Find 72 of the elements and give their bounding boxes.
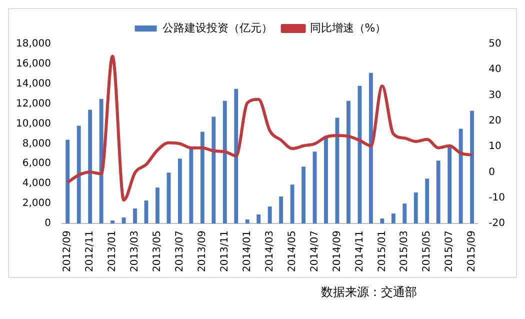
x-tick-label: 2013/07 <box>174 230 186 272</box>
y-tick-label: 2,000 <box>22 198 51 210</box>
line-series <box>66 54 474 202</box>
legend-label: 公路建设投资（亿元） <box>162 21 272 34</box>
y-tick-label: 16,000 <box>16 58 51 70</box>
source-note: 数据来源：交通部 <box>320 284 418 301</box>
bar <box>346 100 350 224</box>
x-tick-label: 2014/09 <box>332 230 343 272</box>
y-tick-label: 14,000 <box>16 78 51 90</box>
bar <box>290 184 294 224</box>
x-tick-label: 2014/01 <box>242 230 253 272</box>
x-tick-label: 2014/07 <box>309 230 320 272</box>
x-tick-label: 2015/05 <box>422 230 433 272</box>
y2-tick-label: -10 <box>488 192 506 204</box>
y2-tick-label: 20 <box>488 116 502 127</box>
bar <box>133 208 137 224</box>
y-tick-label: 18,000 <box>16 38 51 50</box>
bar <box>200 132 204 224</box>
y2-tick-label: 0 <box>488 166 496 178</box>
bar <box>402 204 407 224</box>
x-tick-label: 2015/07 <box>444 230 456 272</box>
bar <box>391 213 396 224</box>
x-tick-label: 2014/03 <box>264 230 276 272</box>
bar <box>302 166 306 224</box>
bar <box>358 86 362 224</box>
x-tick-label: 2013/11 <box>219 230 230 272</box>
bar <box>222 100 227 224</box>
y2-tick-label: 30 <box>488 90 502 101</box>
x-tick-label: 2014/05 <box>286 230 298 272</box>
bar <box>436 160 440 224</box>
y-tick-label: 10,000 <box>16 118 51 130</box>
y2-tick-label: -20 <box>488 218 506 230</box>
bar <box>66 140 70 224</box>
bar <box>256 214 261 224</box>
x-tick-label: 2015/01 <box>376 230 388 272</box>
x-tick-label: 2015/09 <box>466 230 478 272</box>
bar <box>324 136 328 224</box>
x-tick-label: 2013/05 <box>152 230 164 272</box>
bar <box>470 110 474 224</box>
bar <box>458 128 463 224</box>
bar <box>156 188 160 224</box>
y-tick-label: 12,000 <box>16 98 51 110</box>
x-tick-label: 2013/03 <box>130 230 141 272</box>
y-tick-label: 6,000 <box>22 158 51 170</box>
x-tick-label: 2013/01 <box>107 230 118 272</box>
bar <box>279 196 284 224</box>
x-tick-label: 2012/09 <box>62 230 74 272</box>
y-tick-label: 0 <box>44 218 51 230</box>
y2-tick-label: 50 <box>488 38 502 50</box>
bar <box>448 146 452 224</box>
bar <box>268 206 272 224</box>
y2-tick-label: 10 <box>488 141 502 152</box>
x-tick-label: 2014/11 <box>354 230 366 272</box>
y-tick-label: 4,000 <box>22 178 51 190</box>
bar <box>245 219 250 224</box>
bar <box>380 218 384 224</box>
x-tick-label: 2015/03 <box>399 230 410 272</box>
bar <box>99 98 104 224</box>
bar <box>368 72 373 224</box>
bar <box>178 158 182 224</box>
bar <box>76 126 81 224</box>
x-tick-label: 2012/11 <box>84 230 96 272</box>
bar <box>212 116 216 224</box>
legend-label: 同比增速（%） <box>310 21 386 34</box>
x-tick-label: 2013/09 <box>197 230 208 272</box>
bar <box>414 192 418 224</box>
bar <box>234 88 238 224</box>
y2-tick-label: 40 <box>488 64 502 76</box>
bar <box>110 220 115 224</box>
bar <box>425 178 430 224</box>
y-tick-label: 8,000 <box>22 138 51 150</box>
bar <box>88 110 92 224</box>
